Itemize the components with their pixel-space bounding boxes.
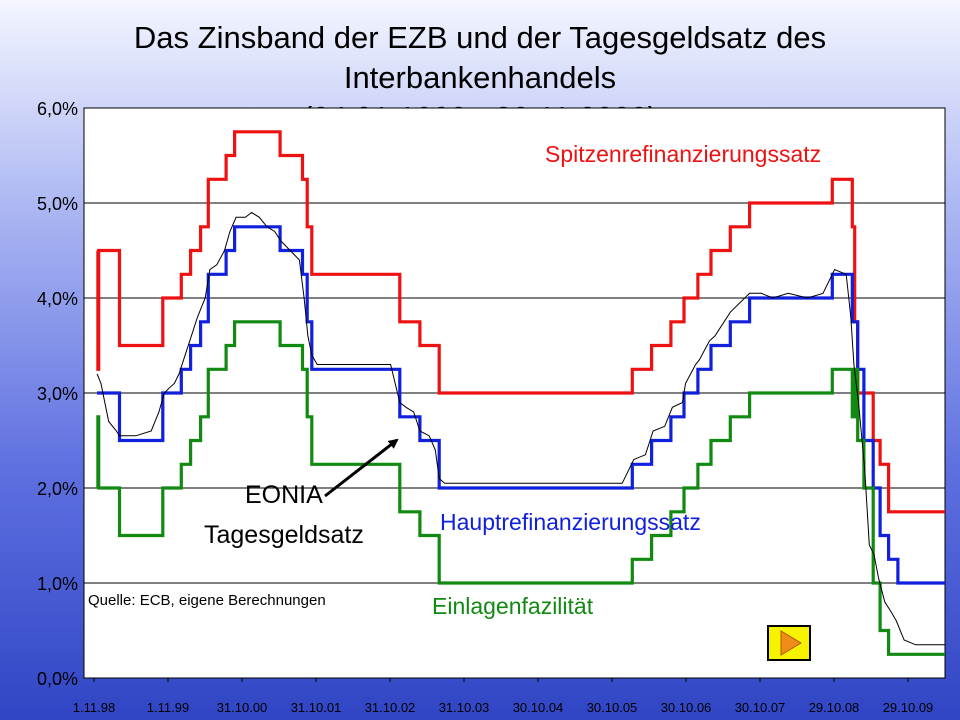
y-tick-label: 1,0% (37, 574, 78, 594)
y-tick-label: 4,0% (37, 289, 78, 309)
y-tick-label: 6,0% (37, 99, 78, 119)
y-tick-label: 2,0% (37, 479, 78, 499)
label-einlagenfazilitaet: Einlagenfazilität (432, 593, 594, 619)
series-line-eonia-tagesgeldsatz (96, 211, 945, 646)
play-icon (780, 630, 802, 656)
y-tick-label: 3,0% (37, 384, 78, 404)
x-tick-label: 31.10.00 (217, 700, 268, 715)
series-line-hauptrefinanzierungssatz (97, 225, 945, 585)
y-tick-label: 0,0% (37, 669, 78, 689)
x-tick-label: 1.11.99 (147, 700, 189, 715)
series-line-spitzenrefinanzierungssatz (96, 130, 945, 514)
x-tick-label: 30.10.05 (587, 700, 638, 715)
x-tick-label: 29.10.09 (883, 700, 934, 715)
label-spitzenrefinanzierungssatz: Spitzenrefinanzierungssatz (545, 141, 821, 167)
label-hauptrefinanzierungssatz: Hauptrefinanzierungssatz (440, 509, 701, 535)
label-tagesgeldsatz: Tagesgeldsatz (204, 521, 364, 549)
x-tick-label: 31.10.01 (291, 700, 342, 715)
x-tick-label: 30.10.04 (513, 700, 564, 715)
x-tick-label: 30.10.07 (735, 700, 786, 715)
x-tick-label: 31.10.03 (439, 700, 490, 715)
label-eonia: EONIA (245, 481, 323, 509)
play-button[interactable] (767, 625, 811, 661)
x-tick-label: 1.11.98 (73, 700, 115, 715)
x-tick-label: 30.10.06 (661, 700, 712, 715)
source-note: Quelle: ECB, eigene Berechnungen (88, 592, 326, 609)
title-line-1: Das Zinsband der EZB und der Tagesgeldsa… (133, 20, 827, 95)
y-tick-label: 5,0% (37, 194, 78, 214)
x-tick-label: 29.10.08 (809, 700, 860, 715)
eonia-arrow (324, 438, 399, 498)
series-line-einlagenfazilit-t (96, 320, 945, 656)
x-tick-label: 31.10.02 (365, 700, 416, 715)
